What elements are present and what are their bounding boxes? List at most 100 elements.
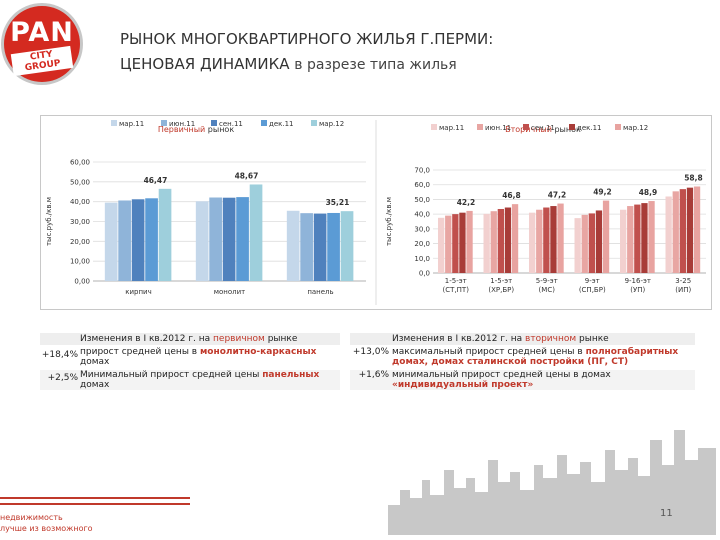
legend-swatch (111, 120, 117, 126)
note-percent: +13,0% (352, 347, 389, 357)
note-highlight: «индивидуальный проект» (392, 380, 534, 390)
legend-swatch (431, 124, 437, 130)
bar (313, 213, 327, 281)
bar (118, 200, 131, 281)
x-tick-label: 5-9-эт (536, 277, 558, 285)
y-tick-label: 10,00 (70, 258, 90, 266)
x-tick-label: 1-5-эт (445, 277, 467, 285)
chart-title-highlight: Первичный (158, 125, 205, 134)
bar (466, 210, 473, 273)
x-tick-label-sub: (ХР,БР) (488, 286, 514, 294)
y-tick-label: 20,0 (414, 240, 430, 248)
y-tick-label: 60,00 (70, 159, 90, 167)
pan-city-group-logo: PAN CITY GROUP (4, 6, 80, 82)
x-tick-label-sub: (СТ,ПТ) (443, 286, 470, 294)
bar (195, 201, 209, 281)
data-label: 49,2 (593, 188, 612, 197)
bar (588, 213, 595, 273)
legend-label: мар.11 (439, 124, 464, 132)
bar (665, 196, 672, 273)
bar (300, 213, 313, 281)
bar (511, 204, 519, 273)
legend-label: июн.11 (485, 124, 511, 132)
header-text: Изменения в I кв.2012 г. на (392, 334, 526, 344)
y-tick-label: 30,0 (414, 225, 430, 233)
page-subtitle: ЦЕНОВАЯ ДИНАМИКА в разрезе типа жилья (120, 55, 457, 73)
legend-label: сен.11 (531, 124, 555, 132)
bar (209, 197, 222, 281)
charts-svg: Первичный рынок мар.11 июн.11 сен.11 дек.11 м… (45, 120, 706, 305)
y-tick-label: 10,0 (414, 255, 430, 263)
footer-divider (0, 497, 190, 499)
bar (249, 184, 263, 281)
note-highlight: полногабаритных домах, домах сталинской … (392, 347, 679, 367)
bar (236, 197, 249, 281)
y-tick-label: 50,0 (414, 196, 430, 204)
legend-swatch (523, 124, 529, 130)
legend-label: июн.11 (169, 120, 195, 128)
footer-divider (0, 503, 190, 505)
header-text-end: рынке (576, 334, 609, 344)
bar (557, 203, 564, 273)
bar (634, 204, 641, 273)
bar (627, 206, 634, 273)
x-tick-label: панель (307, 288, 333, 296)
legend-swatch (311, 120, 317, 126)
note-text: Минимальный прирост средней цены (80, 370, 263, 380)
legend-label: мар.12 (623, 124, 648, 132)
x-tick-label-sub: (ИП) (675, 286, 691, 294)
legend-label: мар.11 (119, 120, 144, 128)
bar (536, 209, 543, 273)
x-tick-label: монолит (214, 288, 246, 296)
bar (550, 206, 557, 273)
x-tick-label-sub: (СП,БР) (579, 286, 606, 294)
bar (286, 210, 300, 281)
data-label: 35,21 (326, 198, 350, 207)
page-number: 11 (660, 508, 673, 519)
bar (438, 217, 445, 273)
charts-panel: Первичный рынок мар.11 июн.11 сен.11 дек.11 м… (40, 115, 712, 310)
legend-swatch (569, 124, 575, 130)
bar (620, 209, 627, 273)
notes-secondary: Изменения в I кв.2012 г. на вторичном ры… (350, 333, 695, 390)
footer-slogan-2: лучше из возможного (0, 524, 93, 533)
y-axis-label: тыс.руб./кв.м (385, 197, 393, 246)
y-axis-label: тыс.руб./кв.м (45, 197, 53, 246)
bar (222, 197, 236, 281)
notes-secondary-header: Изменения в I кв.2012 г. на вторичном ры… (350, 333, 695, 345)
y-tick-label: 0,0 (419, 270, 430, 278)
y-tick-label: 0,00 (74, 278, 90, 286)
legend-label: мар.12 (319, 120, 344, 128)
city-skyline-image (388, 430, 716, 535)
bar (543, 207, 550, 273)
bar (158, 188, 172, 281)
note-percent: +18,4% (41, 350, 78, 360)
x-tick-label: 1-5-эт (490, 277, 512, 285)
note-percent: +2,5% (47, 373, 78, 383)
y-tick-label: 40,0 (414, 211, 430, 219)
data-label: 47,2 (548, 191, 567, 200)
chart-title-text: рынок (205, 125, 234, 134)
subtitle-sub: в разрезе типа жилья (294, 57, 457, 73)
logo-subtext: CITY GROUP (10, 45, 74, 77)
y-tick-label: 30,00 (70, 218, 90, 226)
bar (686, 187, 694, 273)
header-text: Изменения в I кв.2012 г. на (80, 334, 214, 344)
bar (104, 202, 118, 281)
x-tick-label-sub: (УП) (630, 286, 645, 294)
notes-primary: Изменения в I кв.2012 г. на первичном ры… (40, 333, 340, 390)
y-tick-label: 20,00 (70, 238, 90, 246)
data-label: 48,67 (235, 171, 259, 180)
y-tick-label: 40,00 (70, 198, 90, 206)
data-label: 42,2 (457, 198, 476, 207)
legend-label: дек.11 (577, 124, 602, 132)
logo-text: PAN (10, 17, 74, 48)
bar (679, 189, 686, 273)
page-title: РЫНОК МНОГОКВАРТИРНОГО ЖИЛЬЯ Г.ПЕРМИ: (120, 30, 494, 48)
x-tick-label: кирпич (125, 288, 151, 296)
data-label: 48,9 (639, 188, 658, 197)
header-highlight: первичном (213, 334, 265, 344)
note-row: +1,6% минимальный прирост средней цены в… (350, 370, 695, 390)
y-tick-label: 50,00 (70, 178, 90, 186)
y-tick-label: 60,0 (414, 181, 430, 189)
